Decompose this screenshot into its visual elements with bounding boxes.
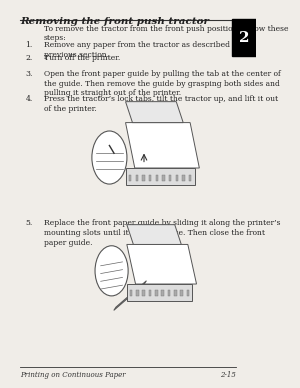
Circle shape <box>95 246 128 296</box>
Text: 2-15: 2-15 <box>220 371 236 379</box>
Polygon shape <box>127 284 192 301</box>
Text: Turn off the printer.: Turn off the printer. <box>44 54 120 62</box>
FancyBboxPatch shape <box>129 175 131 180</box>
FancyBboxPatch shape <box>180 290 183 296</box>
Text: 1.: 1. <box>26 41 33 49</box>
FancyBboxPatch shape <box>155 290 158 296</box>
Text: Removing the front push tractor: Removing the front push tractor <box>20 17 209 26</box>
FancyBboxPatch shape <box>176 175 178 180</box>
FancyBboxPatch shape <box>232 19 256 56</box>
Polygon shape <box>126 102 183 123</box>
Text: Remove any paper from the tractor as described in the
previous section.: Remove any paper from the tractor as des… <box>44 41 254 59</box>
Polygon shape <box>126 168 195 185</box>
FancyBboxPatch shape <box>136 175 138 180</box>
Text: 4.: 4. <box>26 95 33 103</box>
Polygon shape <box>126 123 199 168</box>
FancyBboxPatch shape <box>162 175 165 180</box>
Polygon shape <box>127 244 196 284</box>
Text: Press the tractor’s lock tabs, tilt the tractor up, and lift it out
of the print: Press the tractor’s lock tabs, tilt the … <box>44 95 278 113</box>
Text: 2.: 2. <box>26 54 33 62</box>
FancyBboxPatch shape <box>155 175 158 180</box>
Polygon shape <box>114 281 146 310</box>
Polygon shape <box>127 225 181 244</box>
Text: 5.: 5. <box>26 219 33 227</box>
FancyBboxPatch shape <box>187 290 189 296</box>
FancyBboxPatch shape <box>189 175 191 180</box>
FancyBboxPatch shape <box>136 290 139 296</box>
FancyBboxPatch shape <box>174 290 176 296</box>
FancyBboxPatch shape <box>142 175 145 180</box>
Text: Printing on Continuous Paper: Printing on Continuous Paper <box>20 371 126 379</box>
Text: 2: 2 <box>239 31 249 45</box>
Circle shape <box>92 131 127 184</box>
FancyBboxPatch shape <box>149 290 151 296</box>
FancyBboxPatch shape <box>161 290 164 296</box>
Text: To remove the tractor from the front push position, follow these steps:: To remove the tractor from the front pus… <box>44 25 288 42</box>
FancyBboxPatch shape <box>182 175 185 180</box>
FancyBboxPatch shape <box>149 175 152 180</box>
FancyBboxPatch shape <box>142 290 145 296</box>
FancyBboxPatch shape <box>130 290 133 296</box>
FancyBboxPatch shape <box>169 175 171 180</box>
Text: 3.: 3. <box>26 70 33 78</box>
FancyBboxPatch shape <box>168 290 170 296</box>
Text: Open the front paper guide by pulling the tab at the center of
the guide. Then r: Open the front paper guide by pulling th… <box>44 70 280 97</box>
Text: Replace the front paper guide by sliding it along the printer’s
mounting slots u: Replace the front paper guide by sliding… <box>44 219 280 247</box>
